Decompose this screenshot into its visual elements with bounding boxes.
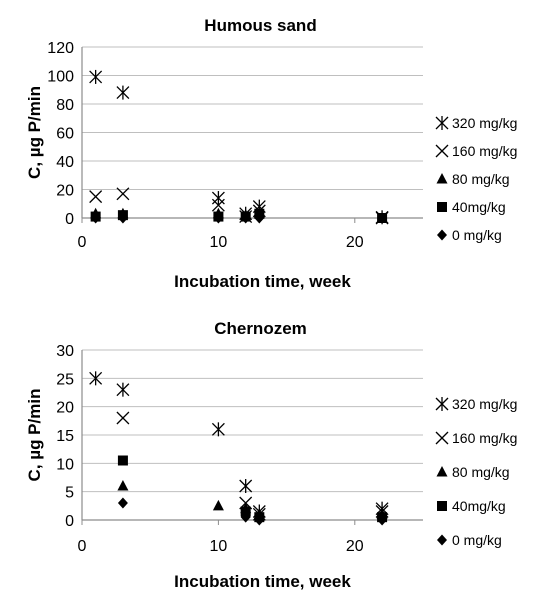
data-point-asterisk (116, 382, 130, 397)
legend: 320 mg/kg 160 mg/kg 80 mg/kg 40mg/kg 0 mg/kg (435, 396, 517, 548)
y-tick-label: 5 (65, 485, 74, 502)
data-point-diamond (377, 514, 388, 526)
x-axis-label: Incubation time, week (174, 272, 351, 291)
chart-title: Humous sand (204, 16, 316, 35)
x-tick-label: 10 (210, 538, 228, 555)
y-tick-label: 15 (56, 428, 74, 445)
data-point-diamond (254, 514, 265, 526)
data-point-diamond (117, 497, 128, 509)
legend-label: 80 mg/kg (452, 171, 510, 187)
data-point-asterisk (239, 479, 253, 493)
legend-marker-asterisk (435, 397, 449, 411)
data-point-diamond (213, 212, 224, 224)
legend-label: 80 mg/kg (452, 464, 510, 480)
legend-label: 320 mg/kg (452, 115, 517, 131)
chart-title: Chernozem (214, 319, 307, 338)
y-axis-label: C, µg P/min (25, 389, 44, 482)
data-point-x (116, 411, 130, 425)
legend-marker-square (437, 202, 447, 212)
data-point-asterisk (211, 191, 225, 206)
data-point-x (211, 198, 225, 212)
y-tick-label: 100 (47, 69, 74, 86)
y-tick-label: 120 (47, 40, 74, 57)
data-point-diamond (254, 212, 265, 224)
x-tick-label: 10 (210, 234, 228, 251)
y-axis-label: C, µg P/min (25, 86, 44, 179)
legend: 320 mg/kg 160 mg/kg 80 mg/kg 40mg/kg 0 mg/kg (435, 115, 517, 243)
chart-humous-sand: Humous sand 0 20 40 60 80 100 120 0 10 20 Incubatio… (25, 16, 517, 291)
legend-label: 40mg/kg (452, 498, 506, 514)
data-points (89, 69, 389, 225)
legend-marker-asterisk (435, 116, 449, 130)
data-point-asterisk (89, 371, 103, 386)
legend-marker-triangle (436, 466, 448, 477)
legend-label: 0 mg/kg (452, 532, 502, 548)
x-tick-label: 20 (346, 538, 364, 555)
data-points (89, 371, 389, 526)
y-tick-label: 60 (56, 126, 74, 143)
y-tick-label: 20 (56, 400, 74, 417)
data-point-x (116, 187, 130, 201)
y-tick-label: 10 (56, 456, 74, 473)
legend-marker-square (437, 501, 447, 511)
data-point-diamond (240, 212, 251, 224)
legend-label: 0 mg/kg (452, 227, 502, 243)
legend-marker-triangle (436, 173, 448, 184)
legend-label: 320 mg/kg (452, 396, 517, 412)
legend-label: 160 mg/kg (452, 430, 517, 446)
y-tick-label: 0 (65, 513, 74, 530)
data-point-asterisk (211, 422, 225, 437)
x-tick-label: 0 (78, 538, 87, 555)
chart-svg: Humous sand 0 20 40 60 80 100 120 0 10 20 Incubatio… (25, 16, 517, 291)
legend-marker-x (435, 144, 449, 158)
data-point-square (240, 506, 251, 517)
data-point-triangle (117, 480, 129, 491)
data-point-x (89, 190, 103, 204)
legend-label: 40mg/kg (452, 199, 506, 215)
y-tick-label: 20 (56, 183, 74, 200)
y-tick-label: 30 (56, 343, 74, 360)
data-point-diamond (377, 212, 388, 224)
y-tick-label: 0 (65, 211, 74, 228)
x-tick-label: 20 (346, 234, 364, 251)
legend-label: 160 mg/kg (452, 143, 517, 159)
data-point-triangle (212, 499, 224, 511)
legend-marker-diamond (437, 229, 447, 241)
data-point-diamond (90, 212, 101, 224)
data-point-square (117, 455, 128, 466)
chart-chernozem: Chernozem 0 5 10 15 20 25 30 0 10 20 Incubation tim… (0, 297, 537, 594)
data-point-diamond (240, 511, 251, 523)
x-tick-label: 0 (78, 234, 87, 251)
data-point-asterisk (116, 85, 130, 100)
x-axis-label: Incubation time, week (174, 572, 351, 591)
chart-svg: Chernozem 0 5 10 15 20 25 30 0 10 20 Incubation tim… (25, 319, 517, 591)
legend-marker-diamond (437, 534, 447, 546)
y-tick-label: 40 (56, 154, 74, 171)
legend-marker-x (435, 431, 449, 445)
y-tick-label: 25 (56, 371, 74, 388)
data-point-asterisk (89, 69, 103, 84)
data-point-diamond (117, 212, 128, 224)
y-tick-label: 80 (56, 97, 74, 114)
